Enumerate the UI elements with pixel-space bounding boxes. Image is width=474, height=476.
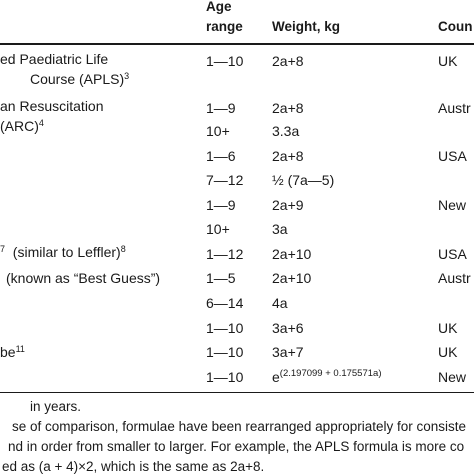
weight-cell: 2a+8 xyxy=(272,53,304,69)
weight-cell: e(2.197099 + 0.175571a) xyxy=(272,368,382,385)
weight-cell: ½ (7a—5) xyxy=(272,172,335,188)
footnote-line: se of comparison, formulae have been rea… xyxy=(12,419,467,434)
country-cell: New xyxy=(438,369,467,385)
method-arc-line2: (ARC)4 xyxy=(0,118,44,134)
header-weight: Weight, kg xyxy=(272,19,341,34)
method-arc-line1: an Resuscitation xyxy=(0,98,104,114)
method-be: be11 xyxy=(0,344,25,360)
header-age-line1: Age xyxy=(206,0,232,14)
weight-cell: 2a+8 xyxy=(272,100,304,116)
header-country: Coun xyxy=(438,19,473,34)
weight-cell: 4a xyxy=(272,295,288,311)
age-cell: 1—9 xyxy=(206,197,236,213)
country-cell: UK xyxy=(438,344,458,360)
age-cell: 1—10 xyxy=(206,320,244,336)
country-cell: USA xyxy=(438,148,467,164)
method-apls-line2: Course (APLS)3 xyxy=(30,71,130,87)
age-cell: 7—12 xyxy=(206,172,244,188)
header-rule xyxy=(0,43,474,45)
age-cell: 1—6 xyxy=(206,148,236,164)
footnote-line: in years. xyxy=(30,399,82,414)
age-cell: 1—10 xyxy=(206,344,244,360)
age-cell: 6—14 xyxy=(206,295,244,311)
country-cell: UK xyxy=(438,320,458,336)
country-cell: New xyxy=(438,197,467,213)
age-cell: 1—10 xyxy=(206,53,244,69)
age-cell: 10+ xyxy=(206,221,230,237)
age-cell: 1—5 xyxy=(206,270,236,286)
country-cell: Austr xyxy=(438,100,471,116)
country-cell: UK xyxy=(438,53,458,69)
footnote-line: ed as (a + 4)×2, which is the same as 2a… xyxy=(2,459,265,474)
country-cell: USA xyxy=(438,246,467,262)
age-cell: 1—12 xyxy=(206,246,244,262)
country-cell: Austr xyxy=(438,270,471,286)
weight-cell: 3.3a xyxy=(272,123,300,139)
header-age-range: Age range xyxy=(206,0,243,37)
method-best-guess: (known as “Best Guess”) xyxy=(6,270,161,286)
header-age-line2: range xyxy=(206,19,243,34)
weight-cell: 2a+10 xyxy=(272,270,312,286)
weight-cell: 2a+8 xyxy=(272,148,304,164)
table-bottom-rule xyxy=(0,392,474,393)
age-cell: 10+ xyxy=(206,123,230,139)
weight-cell: 3a xyxy=(272,221,288,237)
method-leffler: 7 (similar to Leffler)8 xyxy=(0,244,126,260)
weight-cell: 2a+10 xyxy=(272,246,312,262)
weight-cell: 3a+6 xyxy=(272,320,304,336)
weight-cell: 2a+9 xyxy=(272,197,304,213)
age-cell: 1—9 xyxy=(206,100,236,116)
age-cell: 1—10 xyxy=(206,369,244,385)
weight-cell: 3a+7 xyxy=(272,344,304,360)
method-apls-line1: ed Paediatric Life xyxy=(0,51,109,67)
footnote-line: nd in order from smaller to larger. For … xyxy=(8,439,465,454)
